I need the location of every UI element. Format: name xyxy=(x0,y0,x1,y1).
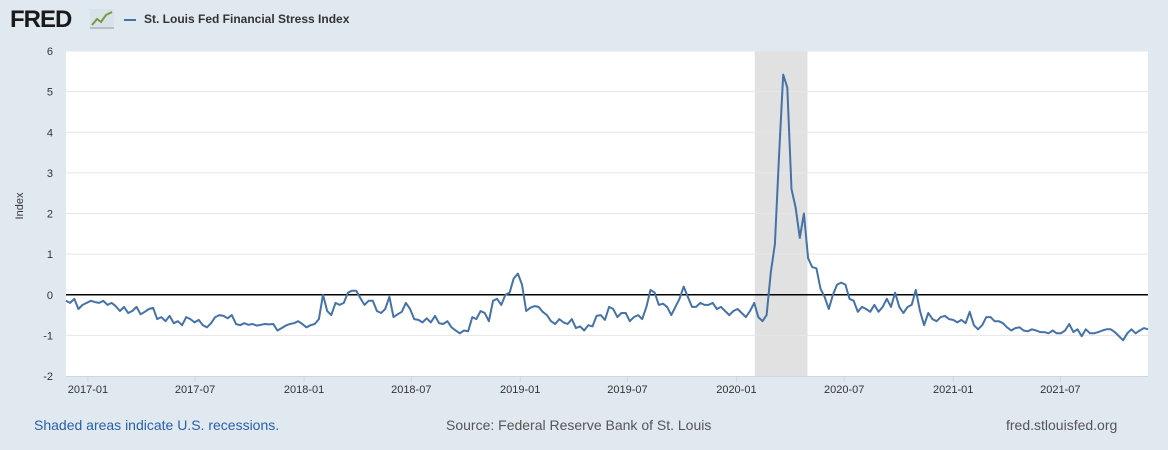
source-note: Source: Federal Reserve Bank of St. Loui… xyxy=(446,417,712,433)
chart: 6 5 4 3 2 1 0 -1 -2 2017-01 2017-07 2018-01 2018-07 2… xyxy=(43,46,1149,396)
x-tick-label: 2019-07 xyxy=(607,384,647,396)
fred-logo[interactable]: FRED xyxy=(10,6,72,33)
x-tick-label: 2017-07 xyxy=(175,384,215,396)
x-tick-label: 2018-01 xyxy=(284,384,324,396)
y-tick-label: -1 xyxy=(43,330,53,342)
recession-note-link[interactable]: Shaded areas indicate U.S. recessions. xyxy=(34,417,280,433)
line-chart-icon xyxy=(90,9,114,29)
y-tick-label: 6 xyxy=(47,46,53,58)
y-tick-label: -2 xyxy=(43,371,53,383)
x-tick-label: 2019-01 xyxy=(500,384,540,396)
x-tick-label: 2021-01 xyxy=(933,384,973,396)
y-tick-label: 3 xyxy=(47,168,53,180)
y-tick-label: 2 xyxy=(47,209,53,221)
y-tick-label: 5 xyxy=(47,87,53,99)
series-line xyxy=(65,73,1149,342)
x-tick-label: 2020-07 xyxy=(824,384,864,396)
x-tick-label: 2020-01 xyxy=(716,384,756,396)
x-tick-label: 2021-07 xyxy=(1040,384,1080,396)
legend-swatch xyxy=(124,19,136,21)
chart-header: FRED St. Louis Fed Financial Stress Inde… xyxy=(0,0,1168,40)
legend-label: St. Louis Fed Financial Stress Index xyxy=(144,12,350,26)
x-tick-label: 2018-07 xyxy=(391,384,431,396)
x-tick-label: 2017-01 xyxy=(68,384,108,396)
y-tick-label: 0 xyxy=(47,290,53,302)
y-tick-label: 1 xyxy=(47,249,53,261)
y-tick-label: 4 xyxy=(47,127,53,139)
site-link[interactable]: fred.stlouisfed.org xyxy=(1006,417,1118,433)
